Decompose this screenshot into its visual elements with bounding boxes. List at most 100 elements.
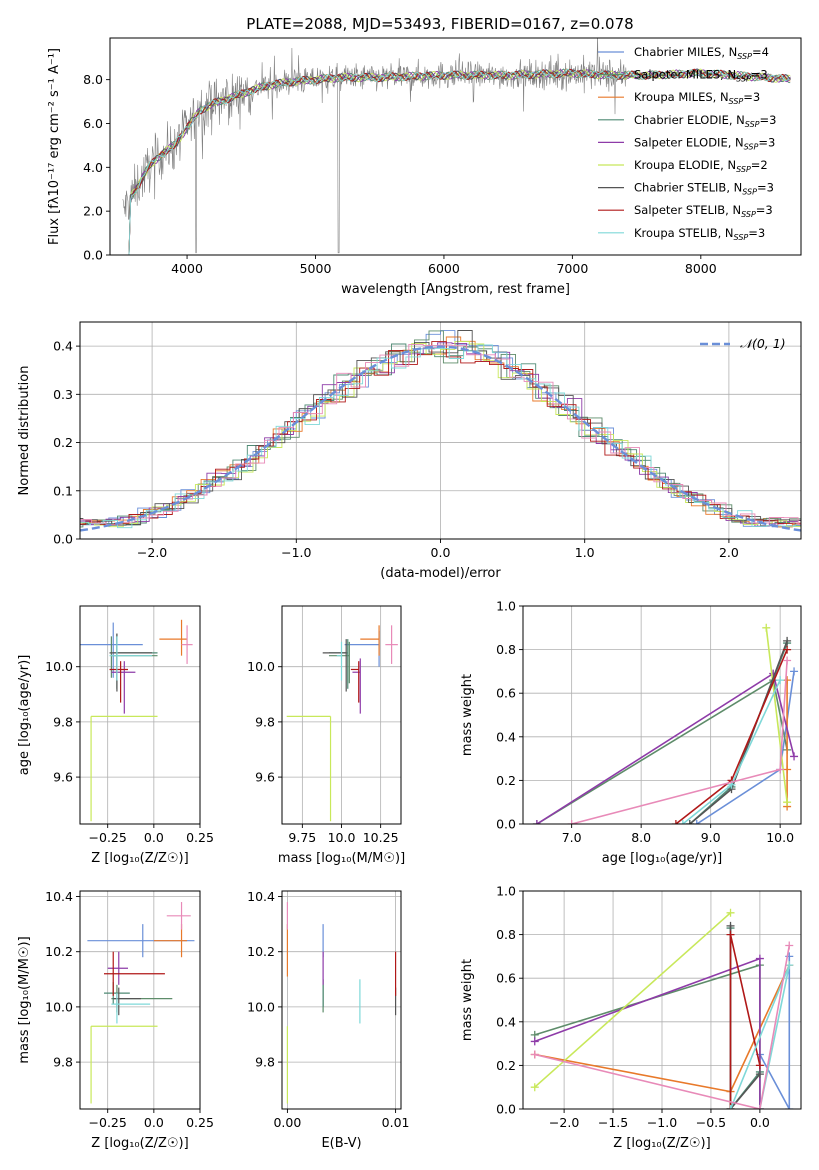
plus-marker bbox=[685, 820, 694, 824]
x-tick-label: −2.0 bbox=[137, 545, 167, 560]
y-tick-label: 0.3 bbox=[53, 387, 73, 402]
errorbar-point bbox=[90, 715, 158, 822]
y-tick-label: 10.0 bbox=[45, 999, 73, 1014]
plus-marker bbox=[790, 752, 799, 761]
axes-frame bbox=[79, 890, 201, 1110]
x-tick-label: −1.5 bbox=[598, 1115, 628, 1130]
y-tick-label: 9.8 bbox=[53, 1055, 73, 1070]
x-tick-label: 0.0 bbox=[144, 1115, 164, 1130]
errorbar-point bbox=[110, 636, 158, 678]
errorbar-point bbox=[109, 633, 152, 692]
y-axis-label: Normed distribution bbox=[17, 366, 32, 496]
errorbar-point bbox=[111, 993, 151, 1024]
x-axis-label: age [log₁₀(age/yr)] bbox=[602, 851, 723, 866]
legend-entry: Salpeter MILES, NSSP=3 bbox=[634, 68, 768, 84]
legend-entry: Kroupa MILES, NSSP=3 bbox=[634, 90, 760, 106]
x-axis-label: E(B-V) bbox=[321, 1136, 361, 1151]
errorbar-point bbox=[109, 636, 152, 681]
age-vs-z-plot-area bbox=[80, 619, 193, 822]
plus-marker bbox=[678, 820, 687, 824]
x-tick-label: 8.0 bbox=[631, 830, 651, 845]
weight-vs-age-panel: 7.0 8.0 9.0 10.0 0.0 0.2 0.4 0.6 0.8 1.0 age [log₁… bbox=[460, 599, 802, 866]
plus-marker bbox=[776, 676, 785, 685]
y-axis-label: mass weight bbox=[460, 959, 475, 1041]
legend-entry: Kroupa ELODIE, NSSP=2 bbox=[634, 158, 768, 174]
mass-vs-z-panel: −0.25 0.0 0.25 9.8 10.0 10.2 10.4 Z [log₁₀(Z/Z☉… bbox=[17, 889, 214, 1151]
plus-marker bbox=[762, 623, 771, 632]
y-tick-label: 0.0 bbox=[496, 1102, 516, 1117]
errorbar-point bbox=[360, 625, 380, 656]
y-axis-label: mass weight bbox=[460, 674, 475, 756]
plus-marker bbox=[671, 820, 680, 824]
x-axis-label: Z [log₁₀(Z/Z☉)] bbox=[91, 1136, 188, 1151]
residual-histogram bbox=[80, 344, 801, 529]
x-tick-label: −1.0 bbox=[281, 545, 311, 560]
plus-marker bbox=[530, 1050, 539, 1059]
y-tick-label: 10.4 bbox=[247, 889, 275, 904]
x-tick-label: −0.25 bbox=[89, 1115, 127, 1130]
y-tick-label: 10.2 bbox=[247, 944, 275, 959]
mass-weight-line bbox=[759, 956, 791, 1109]
axes-frame bbox=[281, 605, 402, 825]
plus-marker bbox=[726, 921, 735, 930]
x-tick-label: 0.25 bbox=[186, 830, 214, 845]
errorbar-point bbox=[166, 902, 191, 930]
plus-marker bbox=[530, 1037, 539, 1046]
x-tick-label: 10.0 bbox=[328, 830, 356, 845]
legend-entry: Salpeter STELIB, NSSP=3 bbox=[634, 203, 773, 219]
legend-entry: Chabrier ELODIE, NSSP=3 bbox=[634, 113, 776, 129]
errorbar-point bbox=[286, 715, 332, 822]
x-axis-label: Z [log₁₀(Z/Z☉)] bbox=[613, 1136, 710, 1151]
plus-marker bbox=[755, 954, 764, 963]
x-tick-label: −2.0 bbox=[549, 1115, 579, 1130]
x-tick-label: 9.0 bbox=[701, 830, 721, 845]
errorbar-point bbox=[107, 951, 128, 985]
y-tick-label: 0.6 bbox=[496, 686, 516, 701]
mass-weight-line bbox=[534, 945, 791, 1109]
errorbar-point bbox=[350, 661, 360, 703]
x-tick-label: 0.0 bbox=[750, 1115, 770, 1130]
plus-marker bbox=[755, 1070, 764, 1079]
plus-marker bbox=[783, 645, 792, 654]
x-tick-label: 4000 bbox=[171, 261, 203, 276]
errorbar-point bbox=[113, 987, 141, 1016]
spectrum-panel: 4000 5000 6000 7000 8000 0.0 2.0 4.0 6.0 8.0 wavel… bbox=[47, 37, 802, 297]
plus-marker bbox=[755, 1105, 764, 1109]
plus-marker bbox=[785, 1105, 794, 1109]
y-tick-label: 0.0 bbox=[53, 532, 73, 547]
y-tick-label: 10.2 bbox=[45, 944, 73, 959]
y-tick-label: 0.4 bbox=[496, 729, 516, 744]
x-tick-label: 6000 bbox=[428, 261, 460, 276]
mass-weight-line bbox=[534, 912, 732, 1088]
legend-entry: Chabrier MILES, NSSP=4 bbox=[634, 45, 769, 61]
y-tick-label: 0.4 bbox=[53, 339, 73, 354]
x-axis-label: wavelength [Angstrom, rest frame] bbox=[341, 282, 570, 297]
y-axis-label: Flux [fλ10⁻¹⁷ erg cm⁻² s⁻¹ A⁻¹] bbox=[47, 48, 62, 245]
residuals-plot-area bbox=[80, 330, 801, 532]
y-tick-label: 6.0 bbox=[83, 116, 103, 131]
x-axis-label: (data-model)/error bbox=[380, 566, 501, 581]
y-tick-label: 10.0 bbox=[45, 659, 73, 674]
x-tick-label: −0.25 bbox=[89, 830, 127, 845]
x-tick-label: 0.25 bbox=[186, 1115, 214, 1130]
plus-marker bbox=[785, 941, 794, 950]
y-tick-label: 0.0 bbox=[496, 817, 516, 832]
y-tick-label: 10.4 bbox=[45, 889, 73, 904]
age-vs-mass-plot-area bbox=[286, 625, 398, 822]
y-tick-label: 9.8 bbox=[255, 714, 275, 729]
normal-distribution-curve bbox=[80, 345, 801, 532]
plus-marker bbox=[776, 765, 785, 774]
plus-marker bbox=[790, 667, 799, 676]
mass-weight-line bbox=[536, 678, 788, 824]
residual-histogram bbox=[80, 330, 801, 526]
model-spectrum-line bbox=[122, 68, 791, 255]
weight-vs-age-plot-area bbox=[532, 623, 799, 824]
residuals-panel: −2.0 −1.0 0.0 1.0 2.0 0.0 0.1 0.2 0.3 0.4 (data-mo… bbox=[17, 321, 802, 581]
plus-marker bbox=[726, 908, 735, 917]
y-tick-label: 2.0 bbox=[83, 204, 103, 219]
mass-weight-line bbox=[534, 957, 761, 1109]
legend-entry: 𝒩(0, 1) bbox=[740, 336, 786, 351]
y-tick-label: 9.6 bbox=[53, 770, 73, 785]
plus-marker bbox=[726, 1105, 735, 1109]
x-tick-label: 7000 bbox=[556, 261, 588, 276]
